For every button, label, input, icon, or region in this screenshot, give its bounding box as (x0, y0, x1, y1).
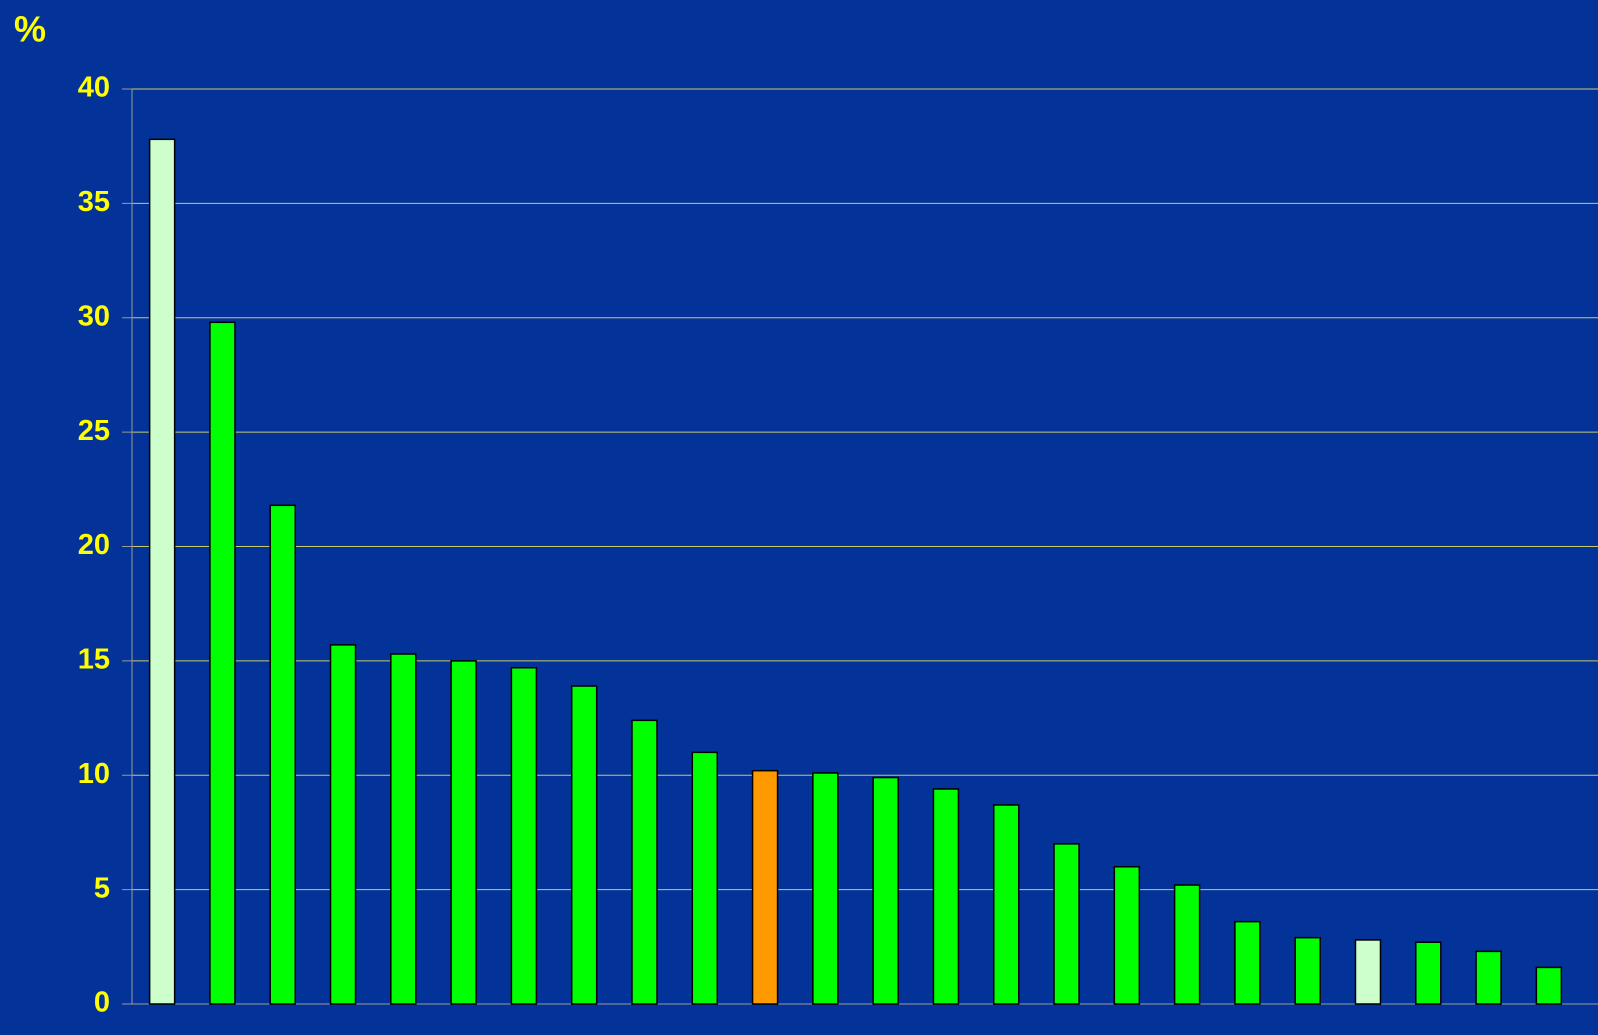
y-axis-label: % (14, 9, 46, 50)
y-tick-label: 35 (78, 186, 110, 218)
y-tick-label: 10 (78, 758, 110, 790)
bar (751, 769, 779, 1005)
bar (148, 138, 176, 1005)
bar (1294, 936, 1321, 1005)
bar (329, 644, 357, 1005)
bar (691, 751, 719, 1005)
bar (872, 776, 899, 1005)
bar (1173, 884, 1201, 1005)
bar (1475, 950, 1502, 1005)
y-tick-label: 5 (94, 872, 110, 904)
bar (269, 504, 296, 1005)
y-tick-label: 0 (94, 987, 110, 1019)
bar (932, 788, 960, 1005)
y-tick-label: 20 (78, 529, 110, 561)
bar (1234, 920, 1261, 1005)
bar (570, 685, 598, 1005)
y-tick-label: 30 (78, 300, 110, 332)
bar (812, 772, 839, 1005)
bar (992, 804, 1020, 1005)
bar (1053, 843, 1080, 1005)
bar (450, 660, 477, 1005)
bar (1415, 941, 1442, 1005)
y-tick-label: 40 (78, 72, 110, 104)
bar (631, 719, 658, 1005)
bar (1535, 966, 1563, 1005)
bar (209, 321, 236, 1005)
bar (1354, 939, 1382, 1005)
bar (390, 653, 417, 1005)
bar (1113, 866, 1141, 1005)
y-tick-label: 25 (78, 415, 110, 447)
bar (510, 666, 538, 1005)
y-tick-label: 15 (78, 644, 110, 676)
